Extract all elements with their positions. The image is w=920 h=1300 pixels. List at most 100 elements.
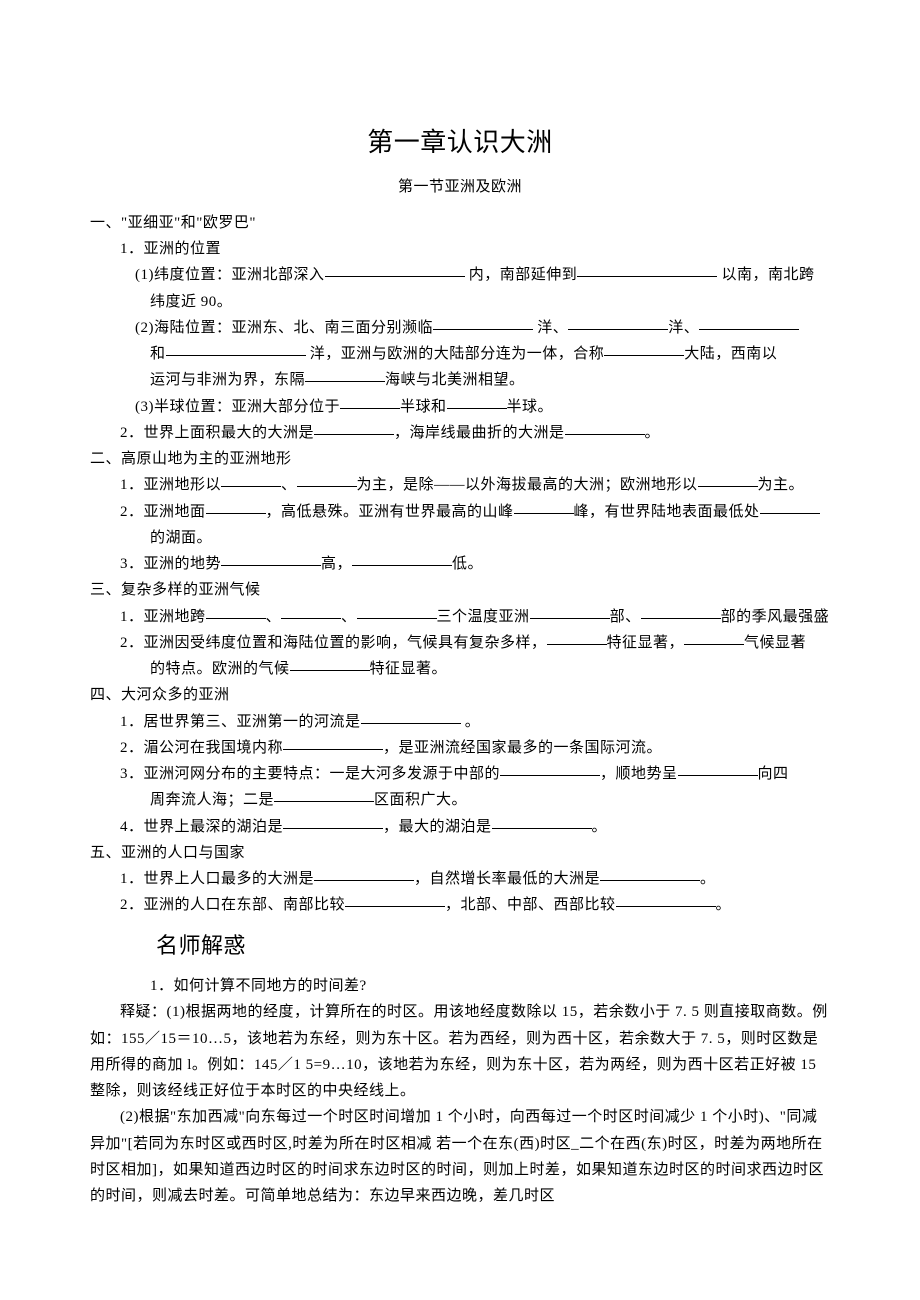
text: 。	[700, 871, 716, 887]
blank	[345, 892, 445, 907]
text: 2．湄公河在我国境内称	[120, 740, 283, 756]
text: 海峡与北美洲相望。	[385, 372, 525, 388]
text: ，顺地势呈	[600, 766, 678, 782]
blank	[357, 604, 437, 619]
blank	[314, 420, 394, 435]
text: ，海岸线最曲折的大洲是	[394, 425, 565, 441]
text: 气候显著	[744, 635, 806, 651]
blank	[281, 604, 341, 619]
blank	[492, 814, 592, 829]
text: 半球和	[400, 399, 447, 415]
blank	[760, 499, 820, 514]
blank	[166, 341, 306, 356]
text: 内，南部延伸到	[465, 267, 578, 283]
s3-item1: 1．亚洲地跨、、三个温度亚洲部、部的季风最强盛	[90, 604, 830, 630]
blank	[547, 630, 607, 645]
s1-line2b: 和 洋，亚洲与欧洲的大陆部分连为一体，合称 大陆，西南以	[90, 341, 830, 367]
blank	[604, 341, 684, 356]
blank	[514, 499, 574, 514]
text: 为主。	[758, 477, 805, 493]
blank	[616, 892, 716, 907]
text: 向四	[758, 766, 789, 782]
text: 。	[592, 819, 608, 835]
blank	[206, 499, 266, 514]
text: 2．亚洲因受纬度位置和海陆位置的影响，气候具有复杂多样，	[120, 635, 547, 651]
text: 半球。	[507, 399, 554, 415]
blank	[297, 472, 357, 487]
text: ，最大的湖泊是	[383, 819, 492, 835]
blank	[305, 367, 385, 382]
explain-p1: 释疑：(1)根据两地的经度，计算所在的时区。用该地经度数除以 15，若余数小于 …	[90, 999, 830, 1104]
s4-item2: 2．湄公河在我国境内称 ，是亚洲流经国家最多的一条国际河流。	[90, 735, 830, 761]
blank	[565, 420, 645, 435]
text: 2．亚洲地面	[120, 504, 206, 520]
explain-p2: (2)根据"东加西减"向东每过一个时区时间增加 1 个小时，向西每过一个时区时间…	[90, 1104, 830, 1209]
text: ，是亚洲流经国家最多的一条国际河流。	[383, 740, 662, 756]
text: 1．亚洲地跨	[120, 609, 206, 625]
text: (3)半球位置：亚洲大部分位于	[135, 399, 340, 415]
text: 。	[645, 425, 661, 441]
text: 。	[716, 897, 732, 913]
text: (1)纬度位置：亚洲北部深入	[135, 267, 325, 283]
text: 以南，南北跨	[717, 267, 814, 283]
section-title: 第一节亚洲及欧洲	[90, 174, 830, 200]
s1-item2: 2．世界上面积最大的大洲是 ，海岸线最曲折的大洲是 。	[90, 420, 830, 446]
text: 周奔流人海；二是	[150, 792, 274, 808]
blank	[325, 262, 465, 277]
blank	[568, 315, 668, 330]
blank	[500, 761, 600, 776]
text: 1．居世界第三、亚洲第一的河流是	[120, 714, 361, 730]
s1-line2: (2)海陆位置：亚洲东、北、南三面分别濒临 洋、洋、	[105, 315, 830, 341]
blank	[447, 394, 507, 409]
blank	[221, 472, 281, 487]
text: 、	[341, 609, 357, 625]
s3-item2-cont: 的特点。欧洲的气候特征显著。	[90, 656, 830, 682]
text: 高，	[321, 556, 352, 572]
text: ，高低悬殊。亚洲有世界最高的山峰	[266, 504, 514, 520]
text: 区面积广大。	[374, 792, 467, 808]
text: 部、	[610, 609, 641, 625]
blank	[641, 604, 721, 619]
text: 3．亚洲河网分布的主要特点：一是大河多发源于中部的	[120, 766, 500, 782]
s4-item3: 3．亚洲河网分布的主要特点：一是大河多发源于中部的 ，顺地势呈 向四	[90, 761, 830, 787]
s1-line3: (3)半球位置：亚洲大部分位于 半球和 半球。	[105, 394, 830, 420]
text: 3．亚洲的地势	[120, 556, 221, 572]
text: (2)海陆位置：亚洲东、北、南三面分别濒临	[135, 320, 433, 336]
blank	[314, 866, 414, 881]
text: 2．亚洲的人口在东部、南部比较	[120, 897, 345, 913]
section-5-head: 五、亚洲的人口与国家	[90, 840, 830, 866]
text: 1．世界上人口最多的大洲是	[120, 871, 314, 887]
text: 洋、	[668, 320, 699, 336]
text: 特征显著。	[370, 661, 448, 677]
s5-item1: 1．世界上人口最多的大洲是 ，自然增长率最低的大洲是 。	[90, 866, 830, 892]
section-1-head: 一、"亚细亚"和"欧罗巴"	[90, 210, 830, 236]
text: 为主，是除——以外海拔最高的大洲；欧洲地形以	[357, 477, 698, 493]
text: 特征显著，	[607, 635, 685, 651]
blank	[361, 709, 461, 724]
text: 2．世界上面积最大的大洲是	[120, 425, 314, 441]
blank	[274, 787, 374, 802]
text: 峰，有世界陆地表面最低处	[574, 504, 760, 520]
blank	[352, 551, 452, 566]
blank	[699, 315, 799, 330]
s1-line1-cont: 纬度近 90。	[90, 289, 830, 315]
blank	[433, 315, 533, 330]
s4-item4: 4．世界上最深的湖泊是 ，最大的湖泊是 。	[90, 814, 830, 840]
text: ，北部、中部、西部比较	[445, 897, 616, 913]
text: 4．世界上最深的湖泊是	[120, 819, 283, 835]
text: ，自然增长率最低的大洲是	[414, 871, 600, 887]
text: 、	[281, 477, 297, 493]
blank	[577, 262, 717, 277]
text: 洋，亚洲与欧洲的大陆部分连为一体，合称	[306, 346, 605, 362]
s5-item2: 2．亚洲的人口在东部、南部比较 ，北部、中部、西部比较 。	[90, 892, 830, 918]
text: 大陆，西南以	[684, 346, 777, 362]
blank	[530, 604, 610, 619]
s2-item2: 2．亚洲地面 ，高低悬殊。亚洲有世界最高的山峰 峰，有世界陆地表面最低处	[90, 499, 830, 525]
text: 低。	[452, 556, 483, 572]
blank	[290, 656, 370, 671]
s2-item3: 3．亚洲的地势 高， 低。	[90, 551, 830, 577]
s2-item2-cont: 的湖面。	[90, 525, 830, 551]
text: 1．亚洲地形以	[120, 477, 221, 493]
text: 。	[461, 714, 481, 730]
text: 和	[150, 346, 166, 362]
